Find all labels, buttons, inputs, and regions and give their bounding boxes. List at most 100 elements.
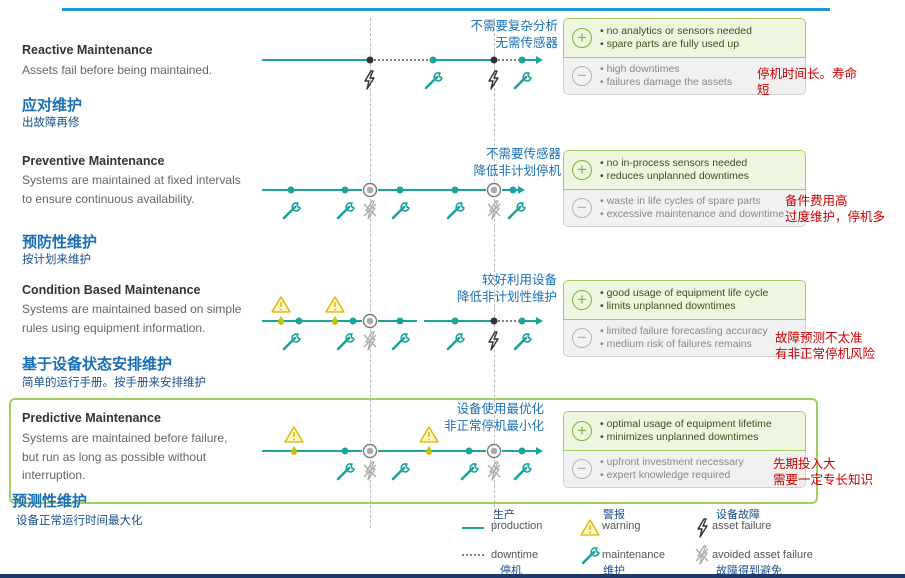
row-title-cn: 预测性维护: [12, 493, 88, 510]
con-item: upfront investment necessary: [600, 456, 744, 469]
row-note-cn: 不需要传感器 降低非计划停机: [473, 146, 561, 180]
top-accent-bar: [62, 8, 830, 11]
legend-warning: warning: [602, 520, 641, 532]
lightning-icon: [488, 70, 499, 90]
crossed-lightning-icon: [363, 331, 377, 351]
pros-box: + optimal usage of equipment lifetimemin…: [563, 411, 806, 451]
cons-box: − limited failure forecasting accuracyme…: [563, 320, 806, 357]
pro-item: no analytics or sensors needed: [600, 25, 752, 38]
wrench-icon: [282, 332, 302, 351]
pro-item: reduces unplanned downtimes: [600, 170, 749, 183]
con-item: failures damage the assets: [600, 76, 733, 89]
minus-icon: −: [572, 459, 592, 479]
cons-box: − waste in life cycles of spare partsexc…: [563, 190, 806, 227]
con-item: excessive maintenance and downtime: [600, 208, 784, 221]
con-item: limited failure forecasting accuracy: [600, 325, 768, 338]
crossed-lightning-icon: [363, 200, 377, 220]
bottom-accent-bar: [0, 574, 905, 578]
row-title-cn: 预防性维护: [22, 234, 98, 251]
wrench-icon: [336, 332, 356, 351]
note-line: 降低非计划停机: [473, 164, 561, 178]
wrench-icon: [424, 71, 444, 90]
con-item: medium risk of failures remains: [600, 338, 768, 351]
pros-box: + no in-process sensors neededreduces un…: [563, 150, 806, 190]
cons-box: − upfront investment necessaryexpert kno…: [563, 451, 806, 488]
legend-maintenance: maintenance: [602, 549, 665, 561]
timeline-predictive: [262, 426, 543, 481]
remark-line: 过度维护，停机多: [785, 210, 886, 224]
timeline-reactive: [262, 56, 543, 90]
remark-line: 需要一定专长知识: [773, 473, 874, 487]
pros-box: + good usage of equipment life cyclelimi…: [563, 280, 806, 320]
pro-item: minimizes unplanned downtimes: [600, 431, 772, 444]
lightning-icon: [488, 331, 499, 351]
legend-downtime: downtime: [491, 549, 539, 561]
lightning-icon: [697, 518, 708, 538]
oil-drop-icon: [278, 316, 284, 325]
row-title: Predictive Maintenance: [22, 411, 161, 425]
guide-line-2: [494, 18, 495, 528]
row-note-cn: 较好利用设备 降低非计划性维护: [457, 272, 557, 306]
row-remark-cn: 备件费用高 过度维护，停机多: [785, 193, 885, 225]
row-remark-cn: 故障预测不太准 有非正常停机风险: [775, 330, 875, 362]
row-subtitle-cn: 简单的运行手册。按手册来安排维护: [22, 377, 206, 389]
wrench-icon: [282, 201, 302, 220]
note-line: 非正常停机最小化: [443, 419, 544, 433]
remark-line: 短: [757, 83, 770, 97]
remark-line: 备件费用高: [785, 194, 848, 208]
row-title: Preventive Maintenance: [22, 154, 165, 168]
wrench-icon: [391, 201, 411, 220]
cons-box: − high downtimesfailures damage the asse…: [563, 58, 806, 95]
warning-icon: [419, 426, 439, 443]
row-note-cn: 不需要复杂分析 无需传感器: [470, 18, 558, 52]
legend-production: production: [491, 520, 543, 532]
oil-drop-icon: [332, 316, 338, 325]
crossed-lightning-icon: [487, 200, 501, 220]
row-subtitle-cn: 出故障再修: [22, 117, 80, 129]
plus-icon: +: [572, 421, 592, 441]
guide-line-1: [370, 18, 371, 528]
pro-item: spare parts are fully used up: [600, 38, 752, 51]
con-item: expert knowledge required: [600, 469, 744, 482]
pros-cons-card: + no analytics or sensors neededspare pa…: [563, 18, 806, 95]
lightning-icon: [364, 70, 375, 90]
row-title-cn: 基于设备状态安排维护: [22, 356, 173, 373]
note-line: 较好利用设备: [481, 273, 557, 287]
remark-line: 先期投入大: [773, 457, 836, 471]
note-line: 设备使用最优化: [456, 402, 544, 416]
legend-symbols: [462, 518, 709, 565]
predictive-highlight-frame: [9, 398, 818, 504]
pros-cons-card: + optimal usage of equipment lifetimemin…: [563, 411, 806, 488]
wrench-icon: [581, 546, 601, 565]
plus-icon: +: [572, 160, 592, 180]
note-line: 不需要复杂分析: [470, 19, 558, 33]
legend-asset-failure-cn: 设备故障: [716, 509, 760, 521]
oil-drop-icon: [291, 446, 297, 455]
timeline-preventive: [262, 182, 527, 220]
row-remark-cn: 停机时间长。寿命 短: [757, 66, 857, 98]
pros-box: + no analytics or sensors neededspare pa…: [563, 18, 806, 58]
pros-cons-card: + good usage of equipment life cyclelimi…: [563, 280, 806, 357]
remark-line: 停机时间长。寿命: [757, 67, 858, 81]
pro-item: optimal usage of equipment lifetime: [600, 418, 772, 431]
row-description: Systems are maintained at fixed interval…: [22, 173, 241, 206]
row-description: Systems are maintained before failure, b…: [22, 431, 228, 482]
wrench-icon: [336, 201, 356, 220]
row-description: Assets fail before being maintained.: [22, 63, 213, 77]
minus-icon: −: [572, 328, 592, 348]
legend-production-cn: 生产: [493, 509, 515, 521]
pros-cons-card: + no in-process sensors neededreduces un…: [563, 150, 806, 227]
minus-icon: −: [572, 66, 592, 86]
remark-line: 有非正常停机风险: [775, 347, 876, 361]
timeline-condition-based: [262, 296, 543, 351]
legend-warning-cn: 警报: [603, 509, 625, 521]
wrench-icon: [513, 71, 533, 90]
note-line: 降低非计划性维护: [456, 290, 557, 304]
note-line: 无需传感器: [495, 36, 558, 50]
oil-drop-icon: [426, 446, 432, 455]
row-note-cn: 设备使用最优化 非正常停机最小化: [444, 401, 544, 435]
wrench-icon: [391, 332, 411, 351]
wrench-icon: [507, 201, 527, 220]
pro-item: limits unplanned downtimes: [600, 300, 768, 313]
